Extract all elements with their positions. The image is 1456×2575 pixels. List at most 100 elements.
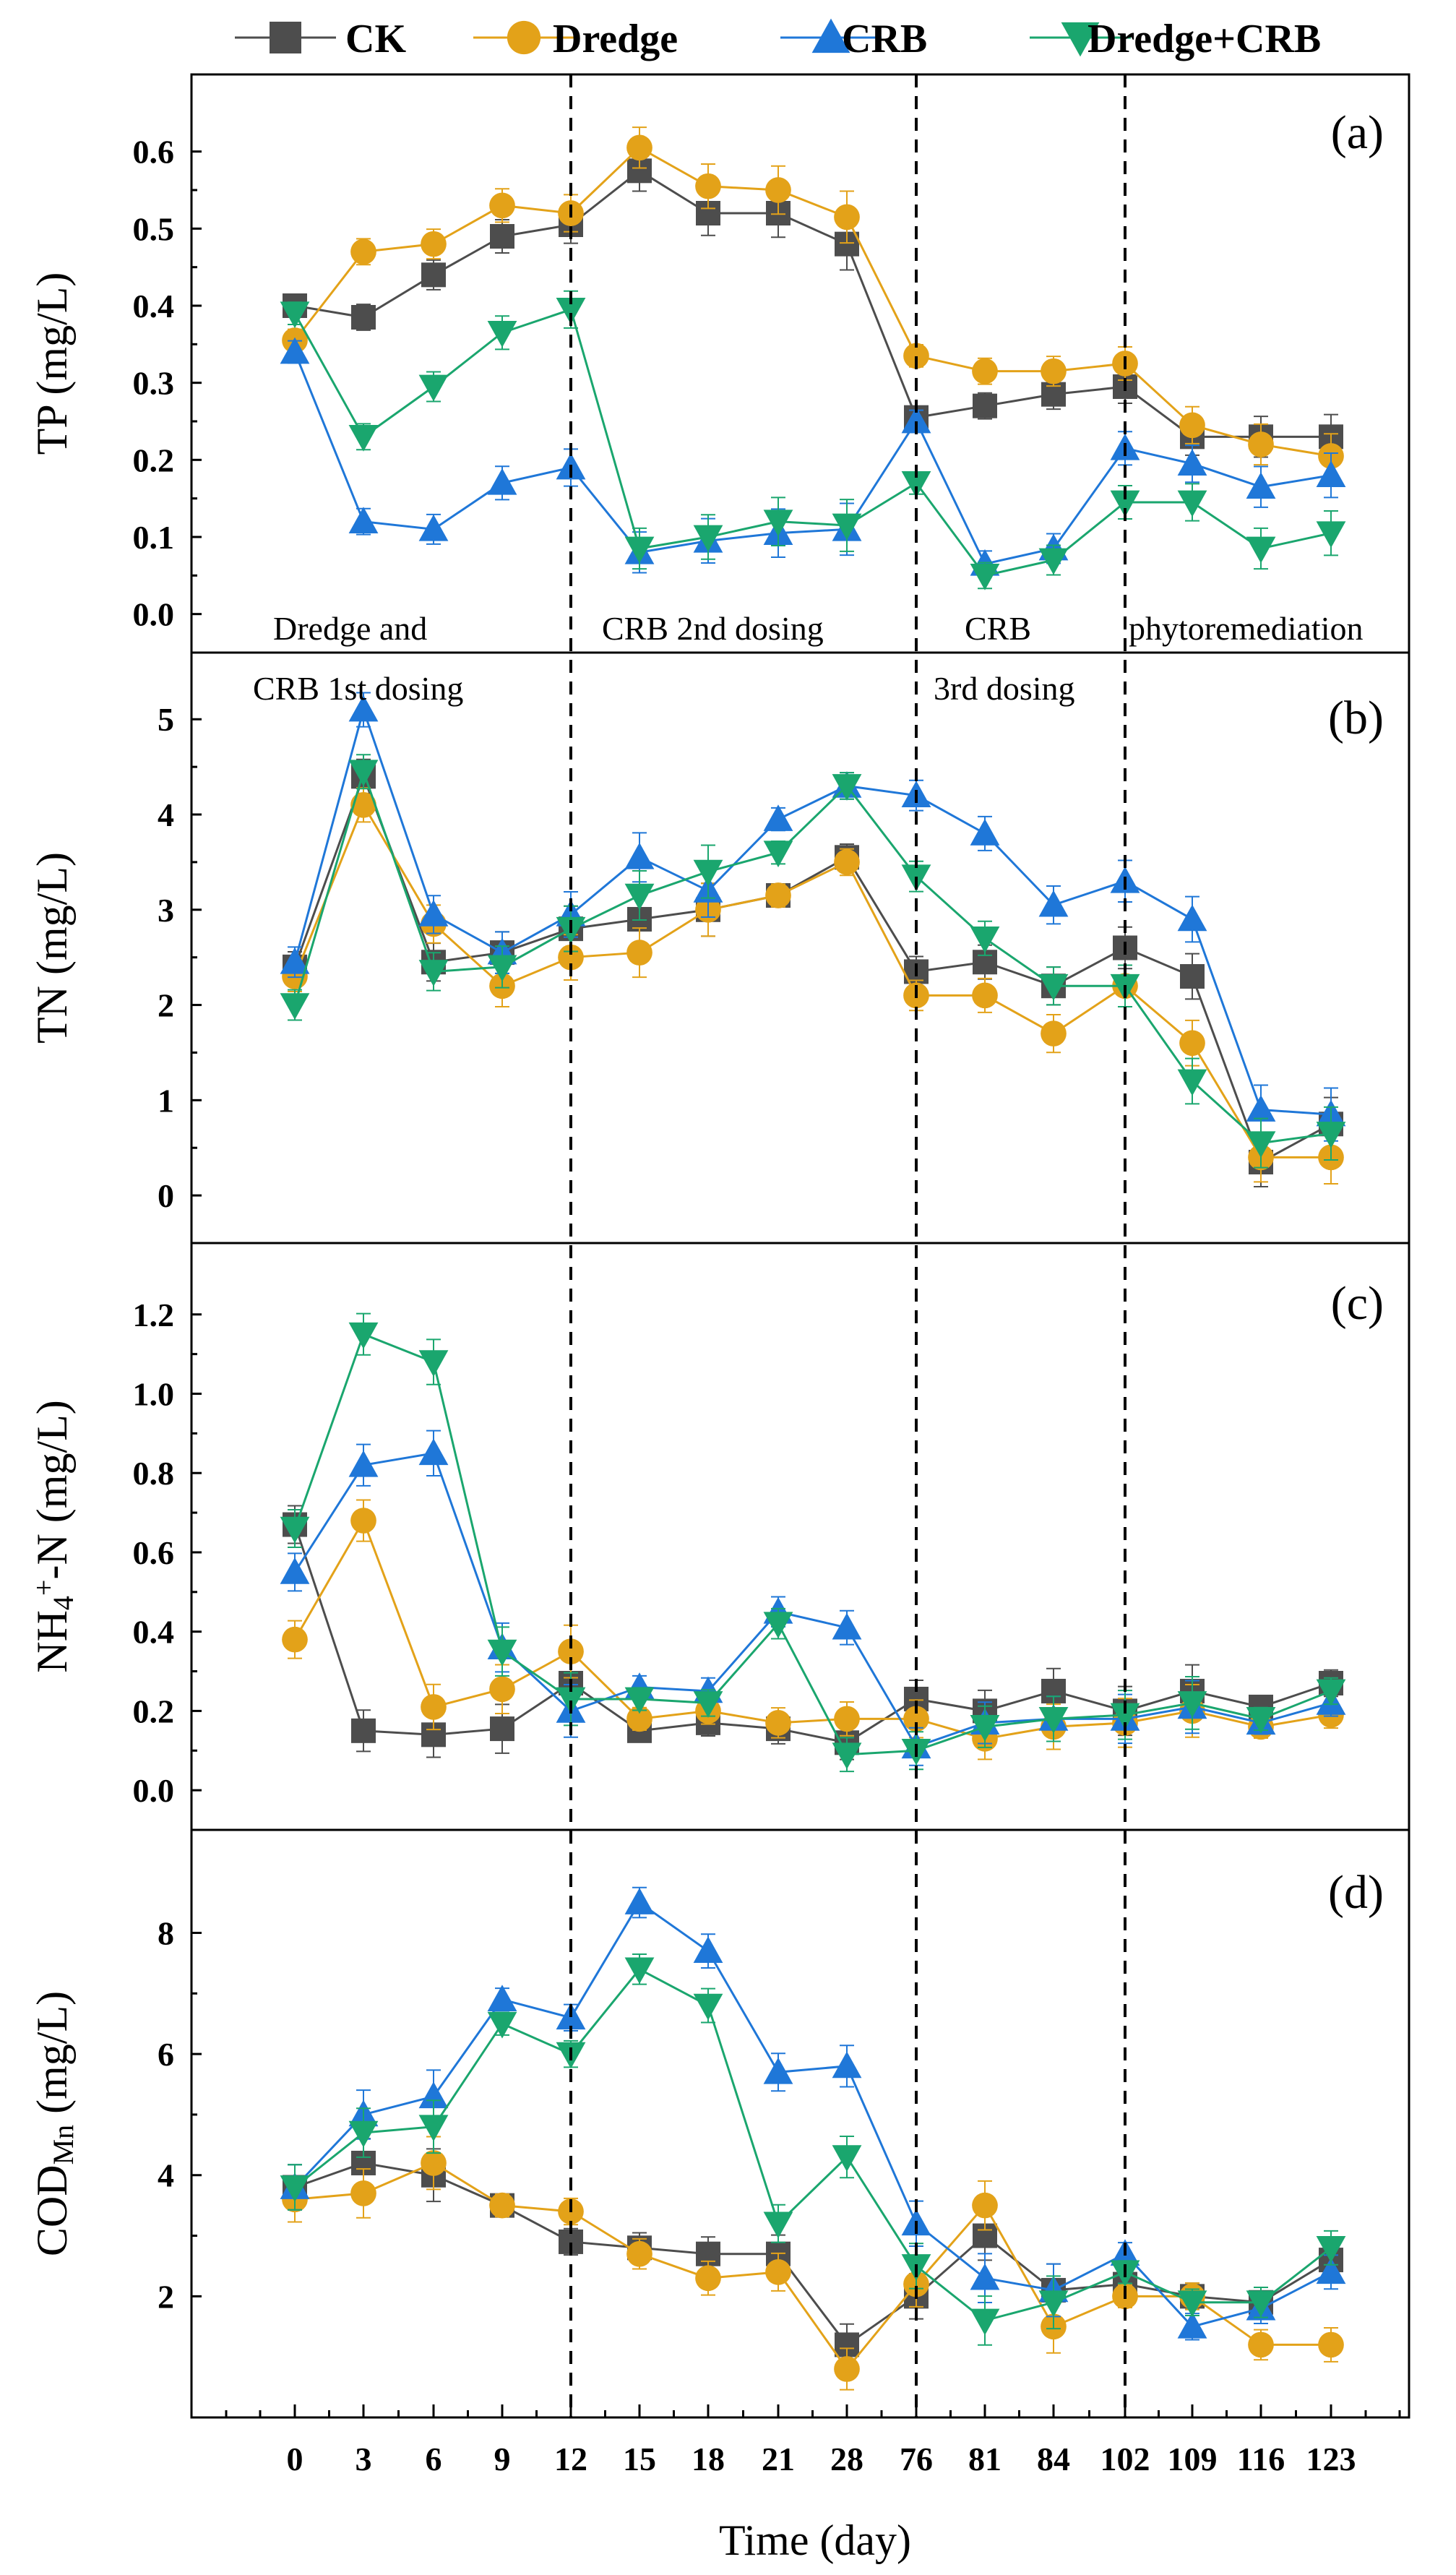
data-point (763, 2057, 793, 2084)
data-point (763, 2211, 793, 2239)
data-point (418, 899, 449, 927)
series-line (294, 2162, 1331, 2371)
data-point (487, 1985, 517, 2012)
data-point (626, 940, 652, 966)
data-point (348, 695, 379, 722)
data-point (1246, 1131, 1276, 1158)
data-point (624, 883, 655, 911)
data-point (1177, 1691, 1207, 1718)
data-point (489, 1676, 515, 1703)
data-point (418, 1350, 449, 1377)
y-tick-label: 0.2 (133, 442, 175, 478)
y-tick-label: 1 (158, 1082, 174, 1119)
data-point (1041, 1020, 1067, 1046)
data-point (1177, 2311, 1207, 2339)
legend: CK Dredge CRB Dredge+CRB (235, 17, 1321, 61)
series-dredge-crb (280, 1953, 1346, 2346)
data-point (693, 1936, 723, 1963)
data-point (558, 1638, 584, 1664)
x-tick-label: 81 (968, 2441, 1001, 2477)
data-point (1246, 2290, 1276, 2318)
phase-label-3rd-dosing: 3rd dosing (934, 670, 1075, 707)
series-line (293, 768, 1332, 1145)
y-tick-label: 3 (158, 892, 174, 929)
data-point (1177, 449, 1207, 476)
data-point (280, 301, 310, 329)
phase-label-crb: CRB (965, 610, 1031, 647)
y-tick-label: 4 (158, 796, 174, 833)
data-point (973, 393, 997, 418)
x-axis-label: Time (day) (719, 2516, 911, 2564)
data-point (1246, 472, 1276, 499)
series-line (293, 1518, 1332, 1740)
y-tick-label: 2 (158, 2278, 174, 2315)
data-point (1316, 2257, 1346, 2284)
data-point (624, 1687, 655, 1714)
data-point (489, 192, 515, 219)
data-point (350, 1508, 376, 1534)
data-point (765, 177, 791, 203)
data-point (350, 791, 376, 818)
y-tick-label: 2 (158, 987, 174, 1024)
data-point (348, 1450, 379, 1477)
phase-labels: Dredge and CRB 1st dosing CRB 2nd dosing… (253, 610, 1363, 707)
data-point (1248, 431, 1274, 457)
y-axis-label-subscript: 4 (47, 1596, 79, 1610)
data-point (348, 507, 379, 533)
data-point (624, 842, 655, 869)
panel-a-frame (190, 73, 1410, 654)
data-point (489, 2192, 515, 2219)
series-line (293, 146, 1332, 457)
data-point (765, 2258, 791, 2285)
data-point (418, 2081, 449, 2109)
data-point (418, 374, 449, 402)
data-point (1248, 2331, 1274, 2358)
data-point (1316, 460, 1346, 487)
phase-label-crb-2nd-dosing: CRB 2nd dosing (602, 610, 824, 647)
dosing-lines (569, 74, 1127, 2417)
y-axis-label: CODMn (mg/L) (28, 1991, 79, 2256)
data-point (280, 993, 310, 1020)
data-point (421, 231, 447, 257)
data-point (1041, 358, 1067, 384)
y-tick-label: 1.0 (133, 1375, 175, 1412)
data-point (1246, 1707, 1276, 1734)
y-tick-label: 0.3 (133, 365, 175, 402)
panel-tag: (c) (1331, 1277, 1384, 1330)
data-point (765, 1710, 791, 1736)
data-point (556, 298, 586, 324)
data-point (351, 1718, 376, 1743)
data-point (1110, 490, 1140, 517)
data-point (1318, 2331, 1344, 2358)
x-tick-label: 28 (830, 2441, 863, 2477)
x-axis: 0 3 6 9 12 15 18 21 28 76 81 84 102 109 116 123 (225, 2404, 1401, 2477)
series-ck (283, 150, 1343, 460)
data-point (903, 343, 929, 369)
legend-marker (811, 18, 850, 53)
x-tick-label: 3 (356, 2441, 372, 2477)
data-point (763, 510, 793, 537)
legend-item-crb: CRB (780, 17, 927, 61)
data-point (624, 536, 655, 564)
legend-label: CRB (842, 17, 927, 61)
data-point (970, 927, 1000, 953)
y-tick-label: 0.5 (133, 210, 175, 247)
panel-b: 0 1 2 3 4 5 (b) TN (mg/L) (28, 651, 1410, 1244)
data-point (972, 358, 998, 384)
data-point (693, 1691, 723, 1718)
data-point (970, 1715, 1000, 1742)
y-tick-label: 0.0 (133, 1772, 175, 1809)
data-point (1177, 490, 1207, 517)
x-tick-label: 6 (426, 2441, 442, 2477)
data-point (1038, 1707, 1069, 1734)
y-tick-label: 1.2 (133, 1297, 175, 1333)
data-point (970, 2308, 1000, 2336)
data-point (695, 2265, 721, 2292)
data-point (1246, 1095, 1276, 1122)
series-line (293, 802, 1331, 1158)
y-axis-label-subscript: Mn (47, 2125, 79, 2165)
series-line (293, 1333, 1332, 1756)
data-point (970, 564, 1000, 590)
series-line (293, 1524, 1332, 1744)
x-tick-label: 12 (554, 2441, 587, 2477)
